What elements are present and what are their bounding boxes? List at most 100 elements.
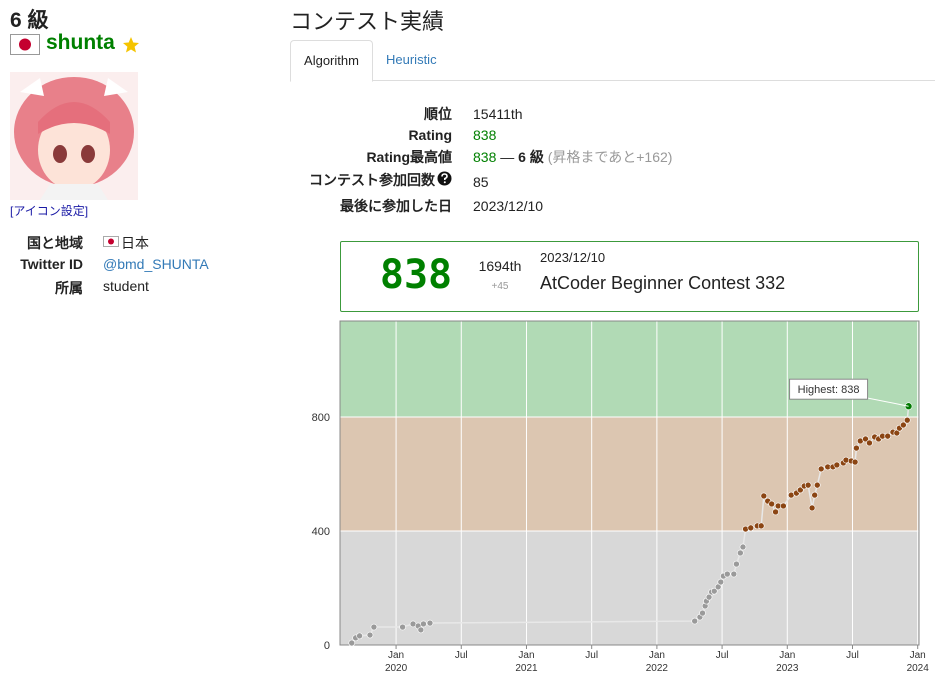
rating-point [817,465,825,473]
rating-point [739,543,747,551]
rating-point [813,481,821,489]
latest-diff: +45 [491,281,509,292]
stat-label: Rating最高値 [366,149,452,165]
rating-point [884,432,892,440]
rating-point [760,492,768,500]
dash: — [500,149,515,165]
rating-point [866,439,873,447]
rating-band [340,321,919,418]
info-label: 所属 [55,280,83,296]
tab-line [372,80,935,81]
stat-label: 最後に参加した日 [340,198,452,214]
rating-point [808,504,816,512]
promotion: (昇格まであと+162) [547,149,673,165]
latest-date: 2023/12/10 [540,250,606,265]
stat-label: 順位 [424,106,452,122]
rating-point [851,458,859,466]
info-value: student [103,278,149,294]
latest-rating: 838 [379,252,453,298]
icon-setting-link[interactable]: [アイコン設定] [10,204,89,218]
x-tick-year: 2022 [646,663,669,674]
info-label: 国と地域 [27,235,83,251]
x-tick-year: 2020 [385,663,408,674]
y-tick-label: 0 [324,640,330,652]
stat-value: 838 — 6 級 (昇格まであと+162) [473,147,672,167]
rating-band [340,417,919,532]
x-tick-label: Jul [455,650,468,661]
rating-band [340,531,919,645]
rating-point [853,444,860,452]
x-tick-label: Jul [585,650,598,661]
latest-place: 1694th [478,258,522,274]
x-tick-year: 2021 [515,663,538,674]
rating-point [724,570,731,578]
rating-point [426,619,434,627]
x-tick-label: Jan [910,650,926,661]
info-value: 日本 [121,235,149,251]
rating-point [366,631,374,639]
rating-point [862,435,869,443]
rating-point [757,522,765,530]
x-tick-label: Jan [518,650,534,661]
stat-value: 85 [473,174,489,190]
rating-point [903,416,911,424]
section-title: コンテスト実績 [290,9,445,34]
flag [103,236,119,247]
rating-point [737,549,744,557]
rating-point [399,623,406,631]
rating-point [730,570,738,578]
stat-value: 838 [473,127,497,143]
rating-chart: 0 400 800 Jan Jul Jan Jul Jan Jul Jan Jul Jan 2020 20… [312,320,930,674]
highest-box [789,378,869,400]
rating-point [747,524,755,532]
y-tick-label: 400 [312,526,330,538]
highest-label: Highest: 838 [798,384,860,396]
rating-point [717,578,725,586]
rating-point [370,623,378,631]
highest-grade: 6 級 [518,149,544,165]
tab-active[interactable]: Algorithm [290,40,373,82]
rating-point [710,587,718,595]
username[interactable]: shunta [46,31,115,54]
highest-rating: 838 [473,149,497,165]
rating-point [348,639,356,647]
stat-label: コンテスト参加回数 [309,172,435,188]
rating-point [733,560,740,568]
flag [10,34,40,55]
stat-value: 15411th [473,106,523,122]
rating-point [780,502,787,510]
rating-point [811,491,818,499]
x-tick-label: Jan [779,650,795,661]
rating-point [705,593,713,601]
latest-box [340,241,919,312]
twitter-link[interactable]: @bmd_SHUNTA [103,256,209,272]
latest-contest[interactable]: AtCoder Beginner Contest 332 [540,273,786,293]
rating-point [699,609,706,617]
x-tick-year: 2023 [776,663,799,674]
info-label: Twitter ID [20,256,83,272]
rating-point [833,461,841,469]
tab[interactable]: Heuristic [386,52,437,67]
rating-point [804,481,812,489]
x-tick-label: Jul [846,650,859,661]
rating-point [797,486,804,494]
rating-point [772,508,779,516]
star-icon [123,37,139,53]
x-tick-label: Jan [649,650,665,661]
rating-point [420,620,427,628]
x-tick-label: Jul [716,650,729,661]
rating-point [900,421,907,429]
x-tick-label: Jan [388,650,404,661]
plot-frame [339,320,920,646]
rating-point [356,632,363,640]
y-tick-label: 800 [312,412,330,424]
x-tick-year: 2024 [907,663,930,674]
stat-label: Rating [408,127,452,143]
rating-point [768,500,775,508]
help-icon[interactable] [437,171,452,186]
rating-point [417,626,425,634]
stat-value: 2023/12/10 [473,198,544,214]
avatar [10,72,138,200]
rank-grade: 6 級 [10,9,49,32]
